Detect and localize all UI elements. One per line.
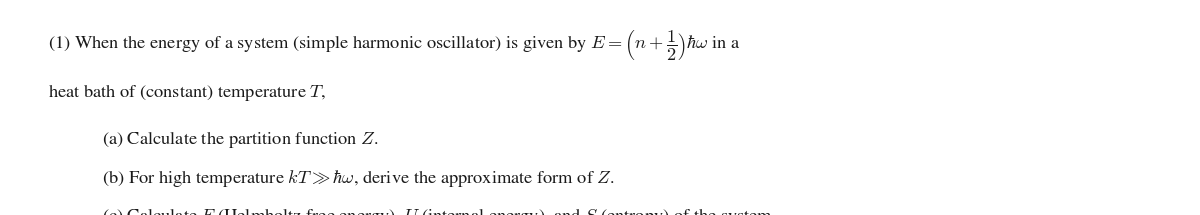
Text: (c) Calculate $F$ (Helmholtz free energy), $U$ (internal energy), and $S$ (entro: (c) Calculate $F$ (Helmholtz free energy… (102, 206, 776, 215)
Text: (b) For high temperature $kT \gg \hbar\omega$, derive the approximate form of $Z: (b) For high temperature $kT \gg \hbar\o… (102, 168, 614, 189)
Text: (a) Calculate the partition function $Z$.: (a) Calculate the partition function $Z$… (102, 129, 378, 150)
Text: (1) When the energy of a system (simple harmonic oscillator) is given by $E = \l: (1) When the energy of a system (simple … (48, 28, 740, 62)
Text: heat bath of (constant) temperature $T$,: heat bath of (constant) temperature $T$, (48, 82, 326, 103)
